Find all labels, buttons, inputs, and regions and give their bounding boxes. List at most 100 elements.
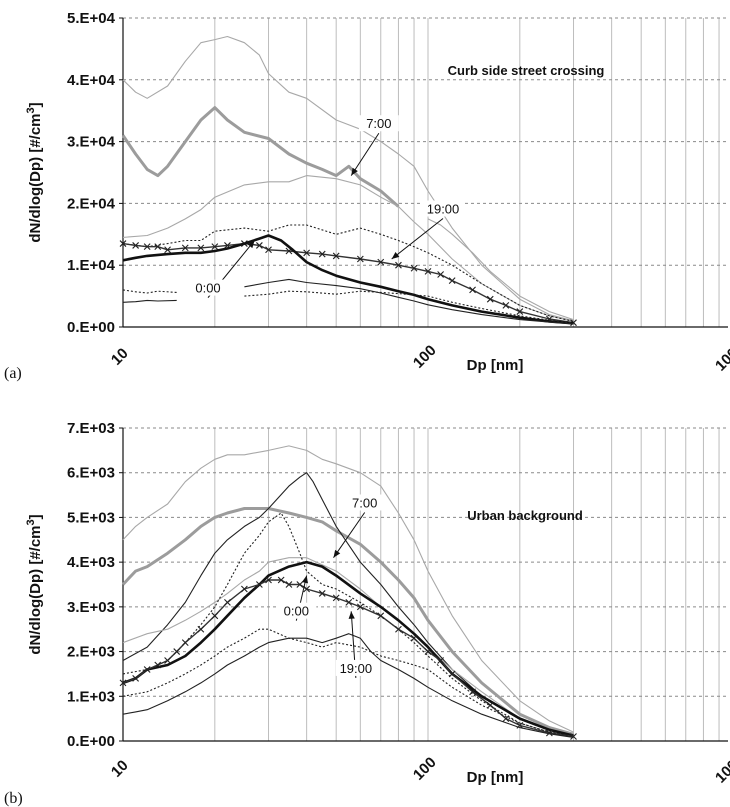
series-line-0 bbox=[122, 35, 574, 322]
series-marker bbox=[181, 639, 189, 647]
series-marker bbox=[486, 701, 494, 709]
series-marker bbox=[395, 625, 402, 633]
series-line-7 bbox=[122, 628, 574, 738]
series-marker bbox=[277, 576, 285, 584]
series-marker bbox=[502, 715, 510, 723]
annotation-arrowhead bbox=[348, 611, 355, 619]
y-tick-label: 1.E+03 bbox=[67, 688, 115, 705]
series-marker bbox=[143, 666, 151, 673]
y-tick-label: 7.E+03 bbox=[67, 420, 115, 437]
y-tick-label: 5.E+04 bbox=[67, 10, 116, 27]
annotation-bg bbox=[358, 115, 399, 132]
x-tick-label: 10 bbox=[108, 345, 132, 369]
y-tick-label: 4.E+04 bbox=[67, 72, 116, 89]
series-marker bbox=[132, 675, 140, 682]
annotation-bg bbox=[335, 659, 376, 676]
y-tick-label: 2.E+03 bbox=[67, 644, 115, 661]
y-tick-label: 1.E+04 bbox=[67, 257, 116, 274]
series-marker bbox=[211, 612, 219, 620]
series-marker bbox=[448, 277, 456, 285]
series-marker bbox=[143, 243, 151, 251]
series-marker bbox=[255, 242, 263, 249]
y-tick-label: 0.E+00 bbox=[67, 319, 115, 336]
series-marker bbox=[410, 634, 418, 642]
series-marker bbox=[211, 243, 219, 251]
series-line-7 bbox=[122, 289, 177, 294]
series-marker bbox=[303, 249, 311, 257]
series-marker bbox=[345, 598, 353, 606]
panel-title: Curb side street crossing bbox=[448, 63, 605, 78]
series-marker bbox=[303, 585, 311, 593]
series-marker bbox=[502, 301, 510, 309]
x-axis-label: Dp [nm] bbox=[467, 769, 524, 786]
series-marker bbox=[469, 286, 476, 294]
series-marker bbox=[570, 733, 577, 740]
series-line-2 bbox=[122, 175, 574, 322]
series-line-8 bbox=[122, 633, 574, 738]
series-marker bbox=[119, 679, 127, 687]
series-marker bbox=[318, 590, 326, 597]
series-line-2 bbox=[122, 472, 574, 737]
series-marker bbox=[296, 581, 304, 588]
series-marker bbox=[410, 264, 418, 272]
series-marker bbox=[265, 246, 272, 254]
series-marker bbox=[164, 657, 171, 664]
y-tick-label: 5.E+03 bbox=[67, 509, 115, 526]
series-marker bbox=[424, 267, 432, 275]
series-line-3 bbox=[427, 218, 574, 321]
y-axis-label: dN/dlog(Dp) [#/cm3] bbox=[25, 514, 44, 654]
series-line-1 bbox=[121, 507, 574, 736]
annotation-arrow bbox=[350, 132, 380, 176]
y-tick-label: 6.E+03 bbox=[67, 465, 115, 482]
annotation-label: 0:00 bbox=[284, 604, 309, 619]
panel-label: (a) bbox=[4, 365, 22, 382]
series-marker bbox=[181, 244, 189, 252]
x-tick-label: 1000 bbox=[712, 339, 730, 375]
annotation-bg bbox=[276, 602, 317, 619]
series-marker bbox=[119, 240, 127, 247]
panel-title: Urban background bbox=[467, 508, 583, 523]
series-marker bbox=[356, 255, 364, 263]
annotation-bg bbox=[188, 279, 229, 296]
series-marker bbox=[173, 648, 181, 655]
annotation-arrowhead bbox=[247, 240, 255, 249]
panel-b: 0.E+00 1.E+03 2.E+03 3.E+03 4.E+03 5.E+03 6.E+… bbox=[4, 420, 730, 807]
series-line-6 bbox=[122, 234, 574, 325]
y-tick-label: 4.E+03 bbox=[67, 554, 115, 571]
series-marker bbox=[437, 657, 445, 664]
series-marker bbox=[437, 271, 445, 278]
annotation-arrow bbox=[391, 218, 444, 260]
x-tick-label: 10 bbox=[108, 757, 132, 781]
series-marker bbox=[356, 603, 364, 611]
annotation-arrowhead bbox=[391, 252, 400, 260]
series-line-1 bbox=[121, 106, 400, 208]
series-marker bbox=[154, 243, 162, 251]
panel-a: 0.E+00 1.E+04 2.E+04 3.E+04 4.E+04 5.E+04 10 10… bbox=[4, 10, 730, 382]
series-marker bbox=[285, 581, 293, 588]
annotation-arrowhead bbox=[351, 167, 358, 176]
annotation-arrowhead bbox=[301, 575, 309, 584]
y-tick-label: 3.E+03 bbox=[67, 599, 115, 616]
series-line-10 bbox=[244, 278, 574, 325]
x-tick-label: 100 bbox=[410, 342, 440, 372]
series-marker bbox=[469, 688, 476, 696]
y-axis-label: dN/dlog(Dp) [#/cm3] bbox=[25, 102, 44, 242]
series-marker bbox=[332, 252, 340, 260]
x-tick-label: 1000 bbox=[712, 751, 730, 787]
series-line-8 bbox=[244, 290, 574, 324]
annotation-label: 7:00 bbox=[352, 495, 377, 510]
x-axis-label: Dp [nm] bbox=[467, 357, 524, 374]
annotation-arrowhead bbox=[333, 549, 341, 558]
annotation-label: 0:00 bbox=[195, 281, 220, 296]
series-marker bbox=[395, 261, 402, 269]
series-marker bbox=[486, 295, 494, 303]
y-tick-label: 2.E+04 bbox=[67, 195, 116, 212]
series-marker bbox=[332, 594, 340, 602]
x-tick-label: 100 bbox=[410, 754, 440, 784]
annotation-label: 19:00 bbox=[340, 661, 373, 676]
y-tick-label: 0.E+00 bbox=[67, 733, 115, 750]
series-marker bbox=[516, 308, 524, 315]
series-marker bbox=[197, 625, 205, 633]
series-marker bbox=[132, 242, 140, 249]
